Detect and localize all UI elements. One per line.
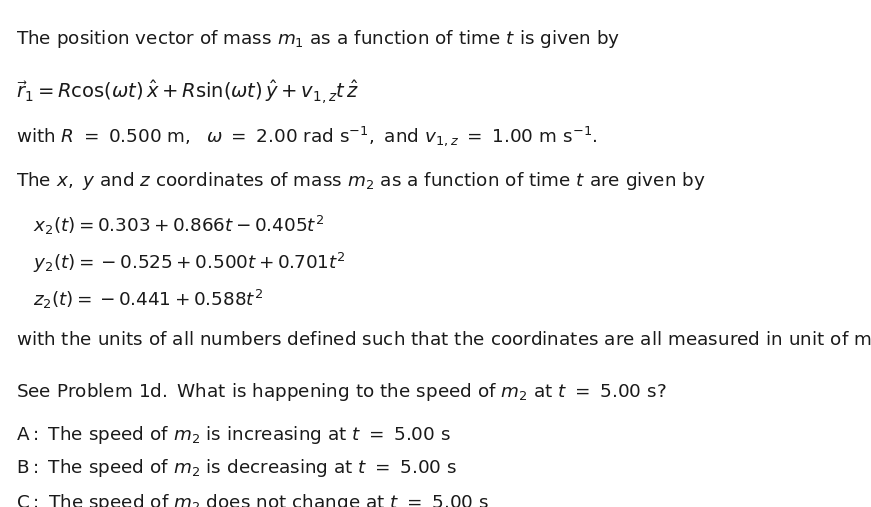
Text: $\mathrm{The\ position\ vector\ of\ mass\ }m_1\mathrm{\ as\ a\ function\ of\ tim: $\mathrm{The\ position\ vector\ of\ mass… — [16, 28, 620, 50]
Text: $\mathrm{B:\ The\ speed\ of\ }m_2\mathrm{\ is\ decreasing\ at\ }t\mathrm{\ =\ 5.: $\mathrm{B:\ The\ speed\ of\ }m_2\mathrm… — [16, 457, 457, 479]
Text: $\mathrm{The\ }x\mathrm{,\ }y\mathrm{\ and\ }z\mathrm{\ coordinates\ of\ mass\ }: $\mathrm{The\ }x\mathrm{,\ }y\mathrm{\ a… — [16, 170, 706, 192]
Text: $\vec{r}_1 = R\cos(\omega t)\,\hat{x} + R\sin(\omega t)\,\hat{y} + v_{1,z}t\,\ha: $\vec{r}_1 = R\cos(\omega t)\,\hat{x} + … — [16, 79, 359, 106]
Text: $y_2(t) = -0.525 + 0.500t + 0.701t^2$: $y_2(t) = -0.525 + 0.500t + 0.701t^2$ — [33, 251, 346, 275]
Text: $\mathrm{See\ Problem\ 1d.\ What\ is\ happening\ to\ the\ speed\ of\ }m_2\mathrm: $\mathrm{See\ Problem\ 1d.\ What\ is\ ha… — [16, 381, 666, 403]
Text: $\mathrm{with\ the\ units\ of\ all\ numbers\ defined\ such\ that\ the\ coordinat: $\mathrm{with\ the\ units\ of\ all\ numb… — [16, 331, 871, 349]
Text: $z_2(t) = -0.441 + 0.588t^2$: $z_2(t) = -0.441 + 0.588t^2$ — [33, 288, 263, 311]
Text: $\mathrm{C:\ The\ speed\ of\ }m_2\mathrm{\ does\ not\ change\ at\ }t\mathrm{\ =\: $\mathrm{C:\ The\ speed\ of\ }m_2\mathrm… — [16, 492, 489, 507]
Text: $\mathrm{A:\ The\ speed\ of\ }m_2\mathrm{\ is\ increasing\ at\ }t\mathrm{\ =\ 5.: $\mathrm{A:\ The\ speed\ of\ }m_2\mathrm… — [16, 424, 450, 446]
Text: $\mathrm{with\ }R\mathrm{\ =\ 0.500\ m,\ \ }\omega\mathrm{\ =\ 2.00\ rad\ s}^{-1: $\mathrm{with\ }R\mathrm{\ =\ 0.500\ m,\… — [16, 124, 598, 148]
Text: $x_2(t) = 0.303 + 0.866t - 0.405t^2$: $x_2(t) = 0.303 + 0.866t - 0.405t^2$ — [33, 214, 324, 237]
